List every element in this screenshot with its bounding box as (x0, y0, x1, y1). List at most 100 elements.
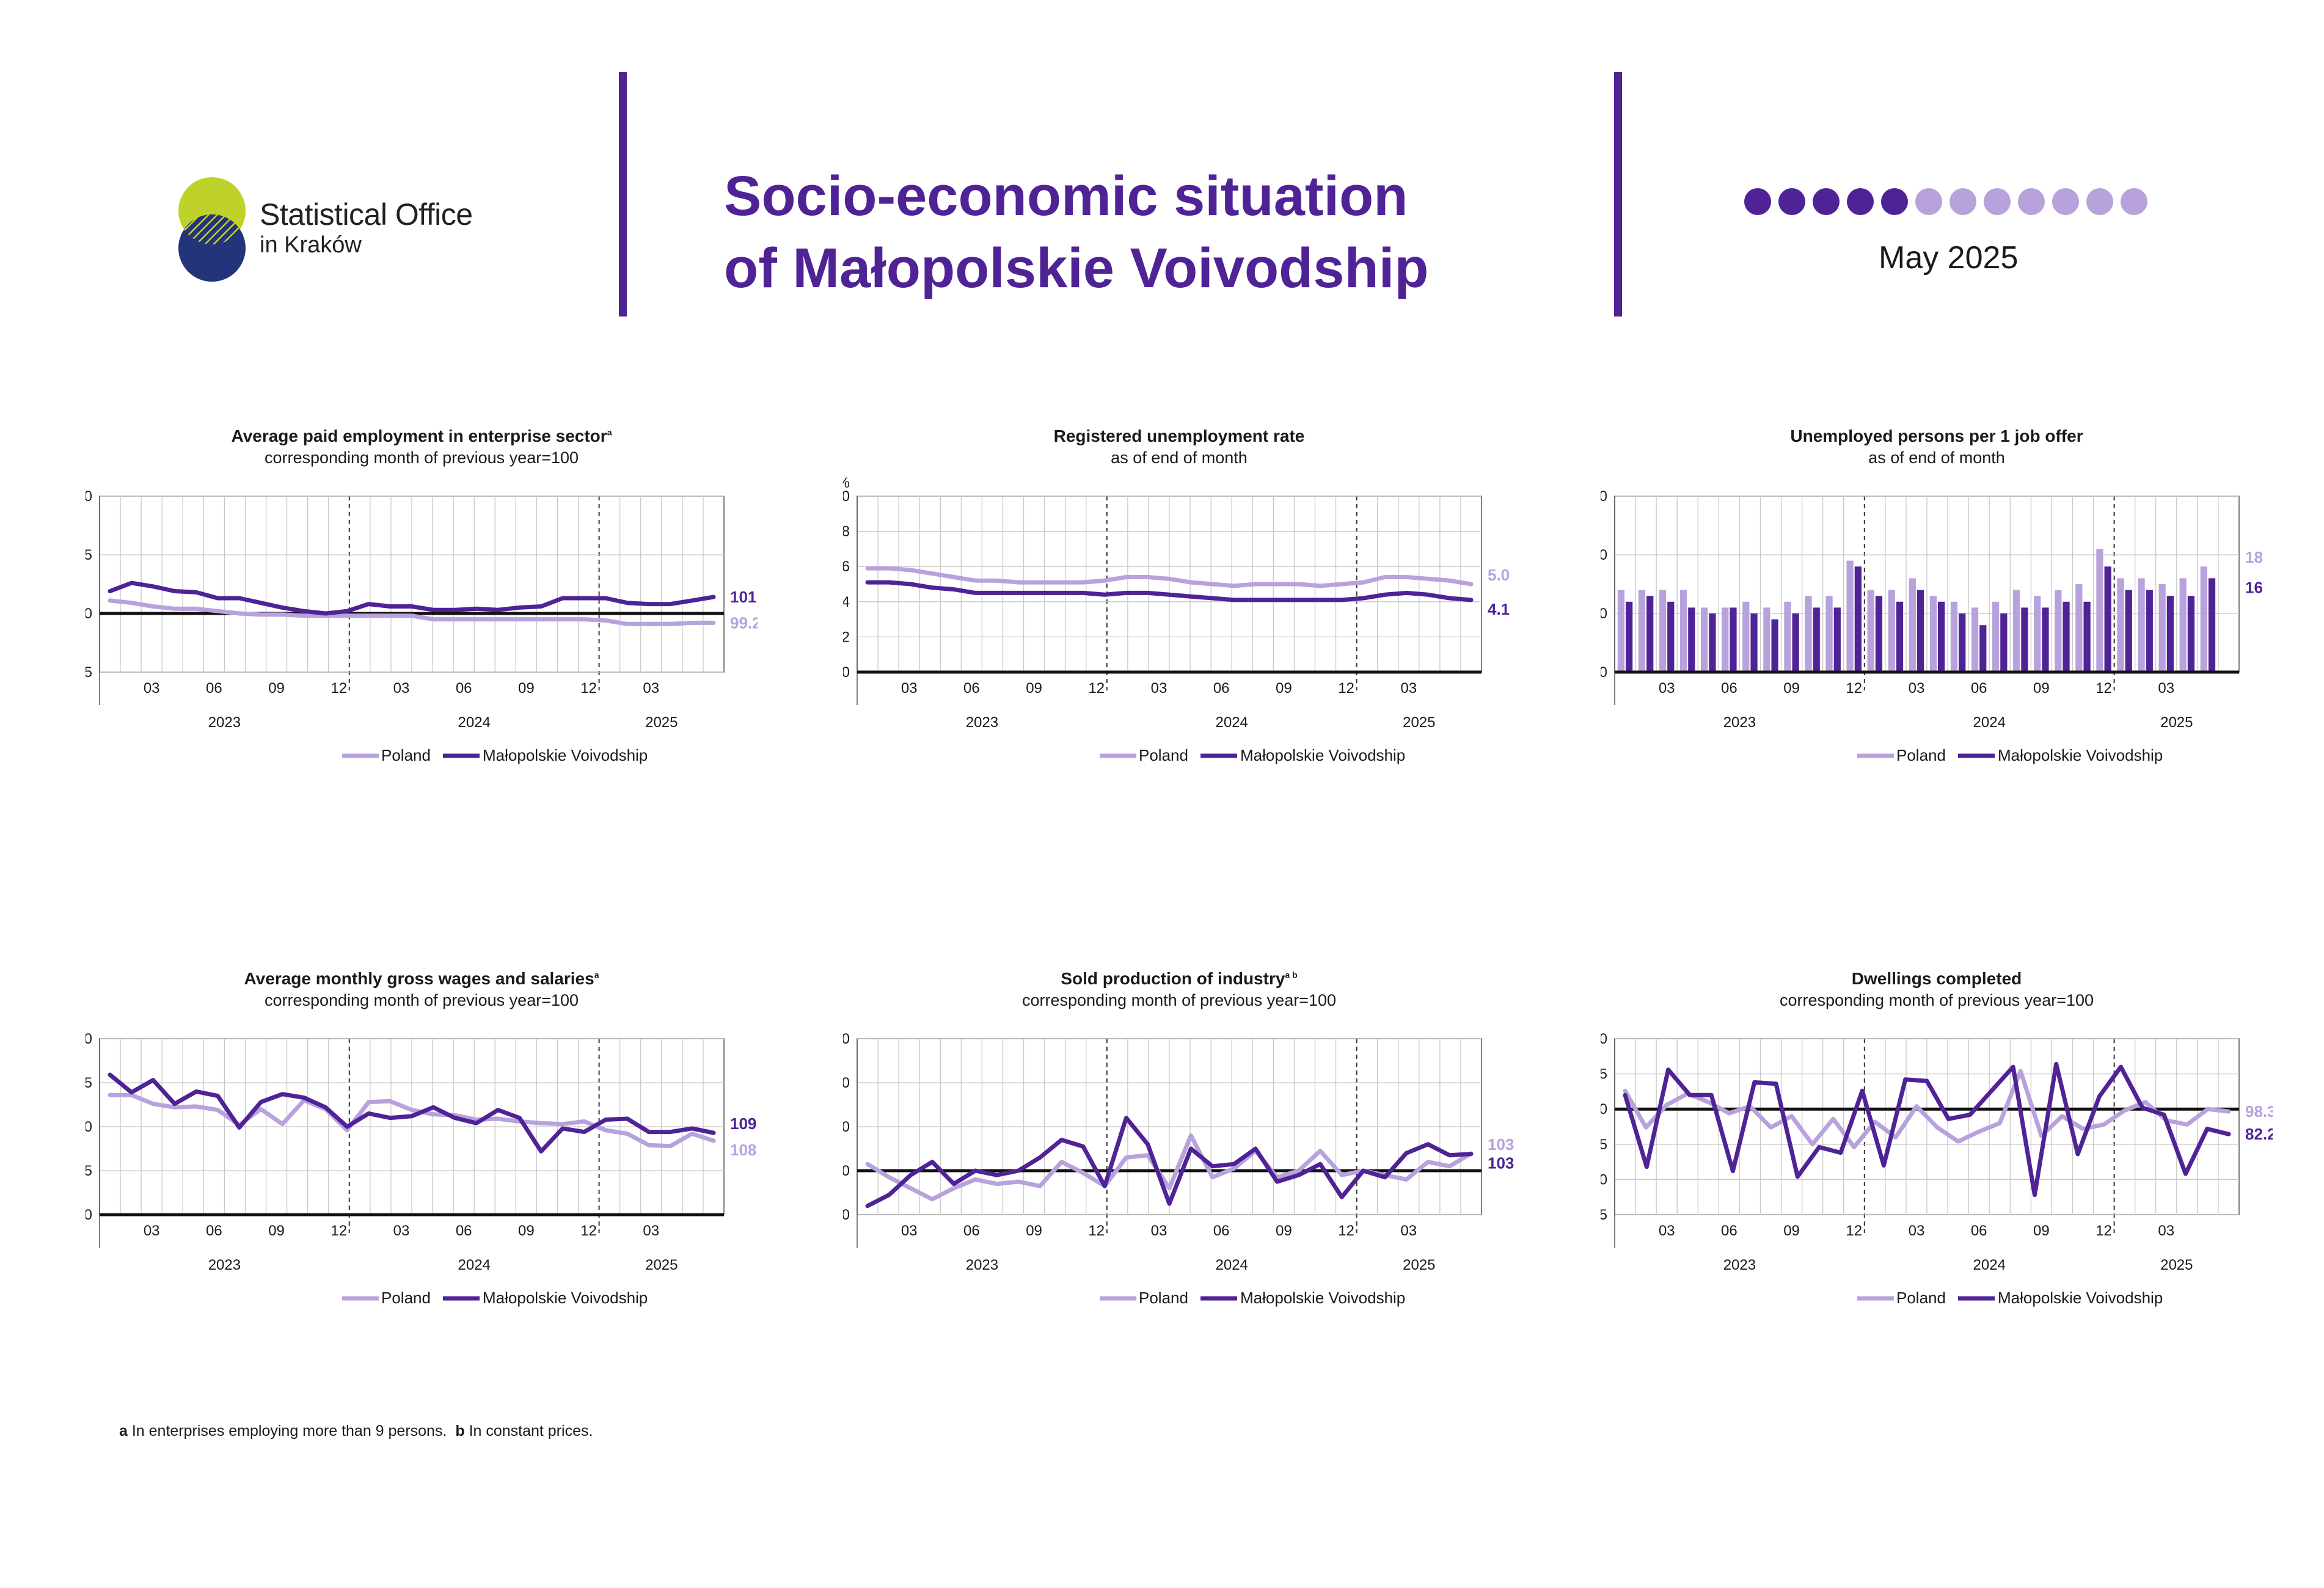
y-tick-label: 8 (843, 524, 850, 540)
legend-label-voivodship: Małopolskie Voivodship (1240, 1289, 1405, 1307)
bar-voivodship (1750, 613, 1758, 672)
x-tick-label: 09 (1276, 1223, 1292, 1239)
x-tick-label: 06 (963, 680, 980, 697)
end-label-poland: 99.2 (730, 613, 758, 632)
header-divider-left (619, 72, 627, 317)
y-tick-label: 105 (86, 1163, 92, 1179)
progress-dot (1778, 188, 1805, 215)
bar-voivodship (2208, 578, 2216, 672)
end-label-voivodship: 109.3 (730, 1114, 758, 1133)
x-tick-label: 03 (1909, 1223, 1925, 1239)
x-tick-label: 06 (1971, 1223, 1987, 1239)
year-label: 2024 (1973, 1257, 2006, 1273)
y-tick-label: 110 (86, 1119, 92, 1135)
report-date: May 2025 (1879, 240, 2019, 276)
bar-poland (2013, 590, 2020, 672)
year-label: 2025 (645, 1257, 678, 1273)
x-tick-label: 09 (518, 680, 535, 697)
bar-poland (1742, 601, 1750, 672)
y-tick-label: 120 (843, 1075, 850, 1091)
bar-voivodship (1771, 619, 1778, 672)
year-label: 2023 (966, 714, 998, 731)
progress-dot (2018, 188, 2045, 215)
bar-poland (1701, 607, 1708, 672)
end-label-poland: 103.9 (1488, 1135, 1515, 1154)
chart-subtitle: as of end of month (1868, 448, 2005, 467)
year-label: 2025 (1403, 1257, 1435, 1273)
line-poland (1623, 1069, 2231, 1149)
bar-voivodship (2063, 601, 2070, 672)
x-tick-label: 03 (1151, 680, 1167, 697)
x-tick-label: 09 (1783, 1223, 1800, 1239)
legend-label-poland: Poland (1896, 746, 1946, 764)
end-label-poland: 18 (2245, 548, 2263, 566)
bar-voivodship (1709, 613, 1716, 672)
end-label-poland: 5.0 (1488, 566, 1510, 584)
y-tick-label: 100 (86, 1207, 92, 1223)
legend-label-poland: Poland (1139, 1289, 1188, 1307)
month-progress-dots (1744, 188, 2147, 215)
bar-poland (1867, 590, 1874, 672)
progress-dot (1915, 188, 1942, 215)
bar-poland (1722, 607, 1729, 672)
y-tick-label: 0 (1601, 664, 1607, 681)
chart-wages: Average monthly gross wages and salaries… (86, 964, 758, 1380)
progress-dot (1813, 188, 1840, 215)
chart-employment: Average paid employment in enterprise se… (86, 422, 758, 837)
chart-job-offer: Unemployed persons per 1 job offer as of… (1601, 422, 2273, 837)
bar-poland (2138, 578, 2145, 672)
legend-label-voivodship: Małopolskie Voivodship (1240, 746, 1405, 764)
y-tick-label: 2 (843, 629, 850, 645)
x-tick-label: 03 (643, 1223, 659, 1239)
x-tick-label: 03 (1659, 1223, 1675, 1239)
bar-voivodship (1917, 590, 1924, 672)
chart-title: Registered unemployment rate (1053, 426, 1305, 445)
line-poland (108, 598, 716, 626)
x-tick-label: 12 (331, 1223, 347, 1239)
x-tick-label: 03 (901, 1223, 918, 1239)
bar-voivodship (1813, 607, 1820, 672)
end-label-voivodship: 4.1 (1488, 600, 1510, 618)
chart-subtitle: corresponding month of previous year=100 (264, 448, 579, 467)
chart-title: Unemployed persons per 1 job offer (1790, 426, 2083, 445)
x-tick-label: 06 (1971, 680, 1987, 697)
x-tick-label: 06 (206, 1223, 222, 1239)
page-title: Socio-economic situation of Małopolskie … (724, 160, 1429, 304)
x-tick-label: 03 (144, 1223, 160, 1239)
year-label: 2023 (966, 1257, 998, 1273)
y-tick-label: 95 (86, 664, 92, 681)
y-tick-label: 150 (1601, 1031, 1607, 1047)
y-tick-label: 100 (86, 606, 92, 622)
x-tick-label: 06 (963, 1223, 980, 1239)
chart-plot: 100 105 110 115 120 03 06 09 12 03 06 09 12 03 2023 202… (86, 1031, 758, 1307)
y-tick-label: 30 (1601, 488, 1607, 505)
x-tick-label: 09 (2033, 680, 2050, 697)
logo-line-2: in Kraków (260, 232, 362, 258)
bar-poland (1784, 601, 1791, 672)
end-label-voivodship: 103.8 (1488, 1154, 1515, 1173)
x-tick-label: 03 (1909, 680, 1925, 697)
chart-plot: 25 50 75 100 125 150 03 06 09 12 03 06 09 12 03 2023 202… (1601, 1031, 2273, 1307)
end-label-voivodship: 16 (2245, 578, 2263, 596)
bar-voivodship (1688, 607, 1695, 672)
bar-poland (1992, 601, 2000, 672)
y-tick-label: 10 (843, 488, 850, 505)
bar-poland (1909, 578, 1916, 672)
bar-voivodship (2042, 607, 2049, 672)
x-tick-label: 12 (1088, 1223, 1105, 1239)
y-tick-label: 25 (1601, 1207, 1607, 1223)
bar-poland (1659, 590, 1667, 672)
bar-poland (1679, 590, 1687, 672)
y-tick-label: 6 (843, 558, 850, 575)
bar-voivodship (2146, 590, 2153, 672)
footnote: a In enterprises employing more than 9 p… (119, 1422, 593, 1440)
y-tick-label: 115 (86, 1075, 92, 1091)
progress-dot (2086, 188, 2113, 215)
footnote-a-mark: a (119, 1422, 128, 1440)
legend-label-poland: Poland (1896, 1289, 1946, 1307)
bar-voivodship (1979, 625, 1987, 672)
y-tick-label: 90 (843, 1207, 850, 1223)
chart-industry: Sold production of industrya b correspon… (843, 964, 1515, 1380)
bar-poland (1617, 590, 1625, 672)
y-tick-label: 100 (1601, 1101, 1607, 1118)
